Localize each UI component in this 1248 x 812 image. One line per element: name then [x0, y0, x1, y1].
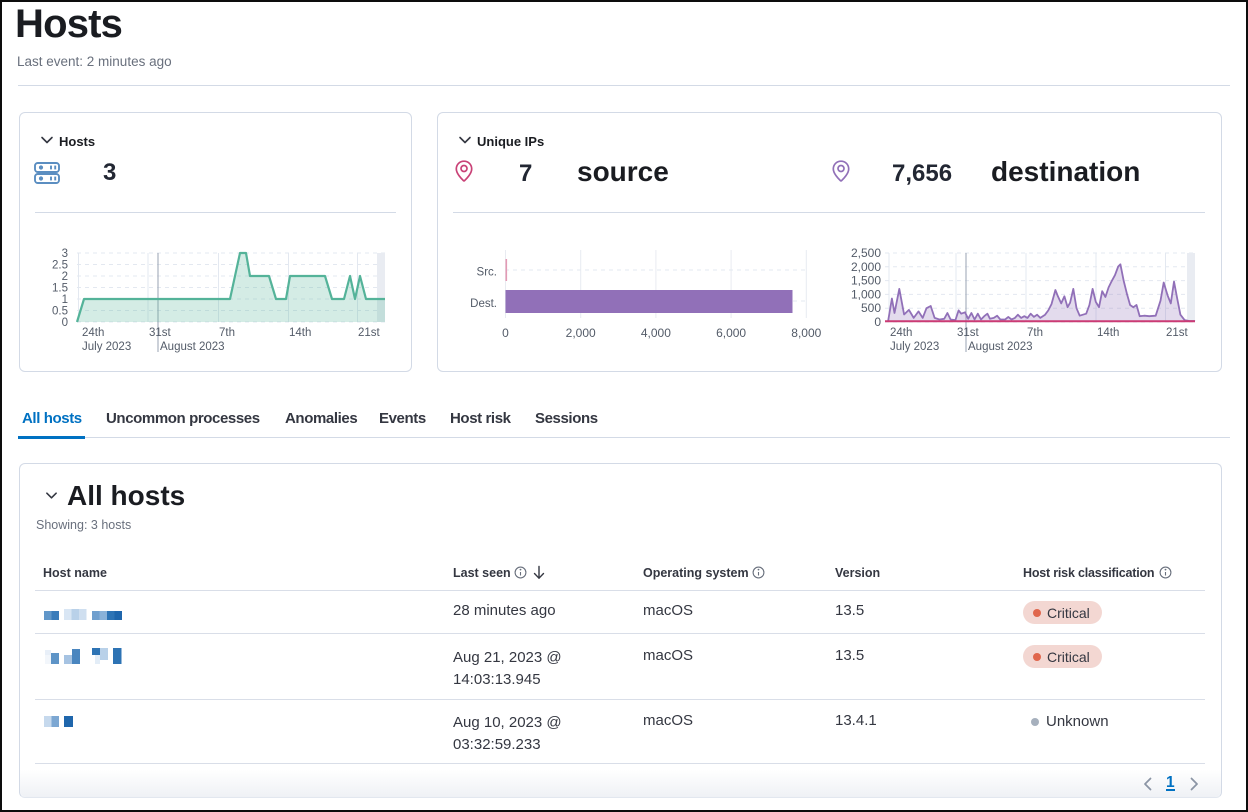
svg-text:2,500: 2,500: [851, 246, 881, 260]
svg-text:14th: 14th: [1097, 327, 1119, 339]
svg-text:Dest.: Dest.: [470, 298, 497, 310]
svg-text:Src.: Src.: [477, 267, 497, 279]
svg-text:0: 0: [874, 315, 881, 329]
svg-text:0: 0: [62, 317, 68, 329]
svg-text:1,500: 1,500: [851, 274, 881, 288]
svg-text:14th: 14th: [289, 327, 311, 339]
svg-text:2,000: 2,000: [851, 260, 881, 274]
svg-text:7th: 7th: [1027, 327, 1043, 339]
svg-text:4,000: 4,000: [641, 326, 671, 340]
svg-text:31st: 31st: [149, 327, 172, 339]
svg-text:3: 3: [62, 248, 68, 260]
svg-text:August 2023: August 2023: [160, 341, 225, 353]
svg-text:21st: 21st: [358, 327, 381, 339]
svg-text:2: 2: [62, 271, 68, 283]
svg-text:1: 1: [62, 294, 68, 306]
svg-text:6,000: 6,000: [716, 326, 746, 340]
svg-text:8,000: 8,000: [791, 326, 821, 340]
svg-text:2,000: 2,000: [566, 326, 596, 340]
svg-text:0.5: 0.5: [52, 306, 68, 318]
svg-text:2.5: 2.5: [52, 260, 68, 272]
svg-text:31st: 31st: [957, 327, 980, 339]
svg-text:July 2023: July 2023: [890, 341, 939, 353]
svg-text:1.5: 1.5: [52, 283, 68, 295]
svg-text:0: 0: [502, 326, 509, 340]
svg-text:24th: 24th: [890, 327, 912, 339]
svg-text:1,000: 1,000: [851, 287, 881, 301]
svg-text:21st: 21st: [1166, 327, 1189, 339]
svg-text:7th: 7th: [219, 327, 235, 339]
svg-text:July 2023: July 2023: [82, 341, 131, 353]
svg-text:August 2023: August 2023: [968, 341, 1033, 353]
svg-text:24th: 24th: [82, 327, 104, 339]
svg-text:500: 500: [861, 301, 881, 315]
